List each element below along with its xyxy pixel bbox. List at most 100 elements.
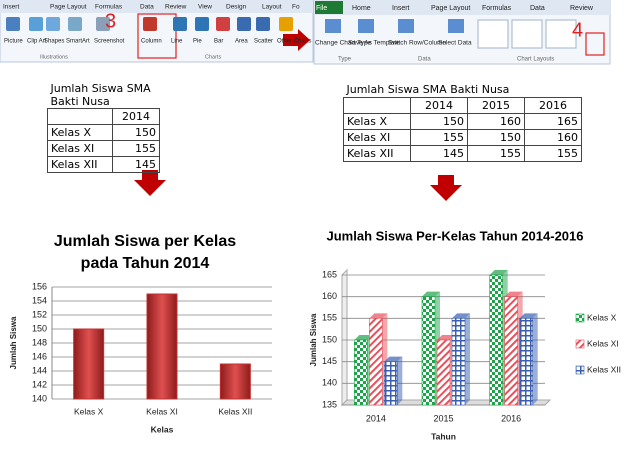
cell: 2015: [467, 97, 525, 114]
layout-thumb: [477, 19, 509, 49]
button-icon: [358, 19, 374, 33]
tab[interactable]: Fo: [292, 4, 300, 11]
arrow-right: [283, 29, 310, 51]
chart-title: Jumlah Siswa Per-Kelas Tahun 2014-2016: [327, 228, 584, 243]
chart-title: Jumlah Siswa per Kelas: [54, 233, 236, 250]
x-tick-label: 2015: [433, 413, 453, 423]
bar-front: [354, 339, 368, 406]
button-label[interactable]: Change Chart Type: [315, 40, 372, 47]
button-label[interactable]: Area: [235, 39, 248, 45]
tab[interactable]: Review: [165, 4, 187, 11]
button-icon: [46, 17, 60, 31]
tab[interactable]: Design: [226, 4, 247, 11]
button-label[interactable]: Other Charts: [277, 39, 311, 45]
button-label[interactable]: Clip Art: [27, 39, 47, 45]
cell: Jumlah Siswa SMA Bakti Nusa: [343, 82, 582, 98]
button-label[interactable]: Line: [171, 39, 183, 45]
tab[interactable]: Formulas: [95, 4, 123, 11]
step-number: 4: [572, 19, 583, 41]
button-label[interactable]: Column: [141, 39, 162, 45]
bar-side: [532, 313, 538, 405]
bar-front: [421, 296, 436, 406]
button-label[interactable]: Select Data: [438, 40, 472, 47]
x-tick-label: 2016: [501, 413, 521, 423]
arrow-down-left: [134, 170, 166, 196]
cell: 155: [524, 145, 582, 162]
tab[interactable]: View: [198, 4, 212, 11]
cell: Kelas XI: [47, 140, 113, 157]
tab[interactable]: Page Layout: [50, 4, 87, 11]
bar-front: [504, 296, 518, 406]
bar: [384, 356, 403, 406]
tab[interactable]: Review: [570, 5, 594, 12]
button-icon: [237, 17, 251, 31]
y-tick-label: 156: [32, 281, 47, 291]
tab[interactable]: Home: [352, 5, 371, 12]
cell: 150: [467, 129, 525, 146]
cell: Jumlah Siswa SMA Bakti Nusa: [47, 82, 160, 109]
y-tick-label: 148: [32, 337, 47, 347]
tab[interactable]: Formulas: [482, 5, 512, 12]
layout-thumb: [545, 19, 577, 49]
tab[interactable]: File: [316, 5, 327, 12]
bar-top: [452, 313, 470, 319]
button-icon: [96, 17, 110, 31]
cell: Kelas XII: [343, 145, 411, 162]
button-icon: [6, 17, 20, 31]
layout-thumb: [511, 19, 543, 49]
y-tick-label: 142: [32, 379, 47, 389]
cell: Kelas X: [47, 124, 113, 141]
tab[interactable]: Data: [530, 5, 545, 12]
button-label[interactable]: Bar: [214, 39, 223, 45]
tab[interactable]: Data: [140, 4, 154, 11]
bar-front: [451, 318, 466, 406]
cell: 145: [410, 145, 468, 162]
button-icon: [29, 17, 43, 31]
step-number: 3: [105, 10, 116, 32]
legend-swatch: [575, 365, 585, 375]
legend-swatch: [575, 313, 585, 323]
button-label[interactable]: Shapes: [44, 39, 64, 45]
button-icon: [68, 17, 82, 31]
cell: 145: [112, 156, 160, 173]
bar: [146, 293, 178, 400]
button-label[interactable]: Scatter: [254, 39, 273, 45]
button-label[interactable]: SmartArt: [66, 39, 90, 45]
bar-top: [437, 335, 455, 340]
legend-swatch: [575, 339, 585, 349]
ribbon-left-tabs-bg: [0, 0, 313, 13]
ribbon-right-tabs-bg: [314, 0, 610, 15]
button-icon: [256, 17, 270, 31]
y-tick-label: 140: [32, 393, 47, 403]
button-icon: [143, 17, 157, 31]
button-icon: [325, 19, 341, 33]
button-label[interactable]: Screenshot: [94, 39, 125, 45]
cell: 155: [112, 140, 160, 157]
tab[interactable]: Insert: [392, 5, 410, 12]
bar-top: [384, 356, 403, 362]
tab[interactable]: Insert: [3, 4, 19, 11]
tab[interactable]: Layout: [262, 4, 282, 11]
button-icon: [216, 17, 230, 31]
tab[interactable]: Page Layout: [431, 5, 470, 12]
arrow-down-right: [430, 175, 462, 201]
group-label: Data: [418, 57, 431, 63]
bar: [519, 313, 538, 406]
button-label[interactable]: Switch Row/Column: [388, 40, 447, 47]
bar-front: [369, 318, 383, 406]
bar-top: [519, 313, 538, 319]
button-label[interactable]: Pie: [193, 39, 202, 45]
button-icon: [173, 17, 187, 31]
cell: 165: [524, 113, 582, 130]
group-label: Chart Layouts: [517, 57, 554, 63]
button-label[interactable]: Save As Template: [348, 40, 400, 47]
cell: Kelas X: [343, 113, 411, 130]
file-tab-bg: [315, 1, 343, 14]
table: Jumlah Siswa SMA Bakti Nusa 2014 2015 2016 K…: [343, 82, 582, 162]
legend-label: Kelas XI: [587, 338, 619, 348]
legend-label: Kelas XII: [587, 364, 621, 374]
bar-side: [397, 356, 403, 405]
button-label[interactable]: Picture: [4, 39, 23, 45]
